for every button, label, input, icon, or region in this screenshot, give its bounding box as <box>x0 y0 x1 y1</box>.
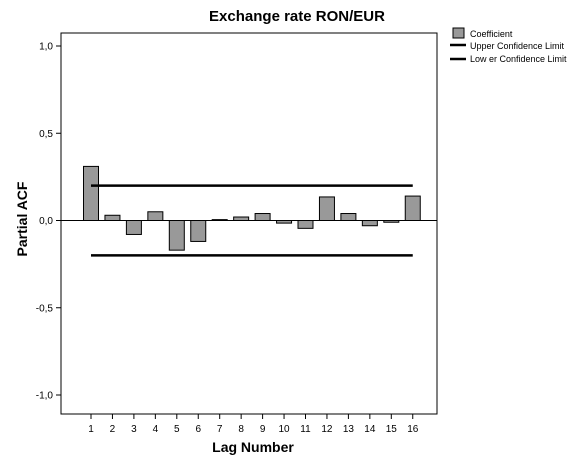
y-tick-label: -1,0 <box>36 391 54 402</box>
legend-label-upper-limit: Upper Confidence Limit <box>470 41 565 51</box>
bar-lag-2 <box>104 214 121 221</box>
bar-lag-13 <box>340 213 357 222</box>
x-tick-label: 5 <box>174 424 180 435</box>
bar-lag-4 <box>147 211 164 221</box>
bar-lag-3 <box>125 220 142 235</box>
legend-swatch-coefficient <box>452 27 465 39</box>
x-tick-label: 10 <box>278 424 290 435</box>
x-tick-label: 12 <box>321 424 333 435</box>
plot-area: 1,00,50,0-0,5-1,01 2 3 4 5 6 7 8 9 10 11 12 13 14 15 16 <box>36 32 438 435</box>
bar-lag-6 <box>190 220 207 242</box>
x-tick-label: 4 <box>153 424 159 435</box>
legend: Coefficient Upper Confidence Limit Low e… <box>450 27 567 64</box>
y-tick-label: 0,5 <box>39 129 53 140</box>
x-tick-label: 6 <box>195 424 201 435</box>
legend-label-lower-limit: Low er Confidence Limit <box>470 54 567 64</box>
plot-frame <box>60 32 438 415</box>
x-axis-label: Lag Number <box>212 439 294 455</box>
bar-lag-16 <box>404 195 421 222</box>
bar-lag-12 <box>318 196 335 222</box>
x-tick-label: 2 <box>110 424 116 435</box>
x-tick-label: 11 <box>300 424 311 435</box>
x-tick-label: 15 <box>386 424 398 435</box>
y-tick-label: 0,0 <box>39 216 53 227</box>
x-tick-label: 3 <box>131 424 137 435</box>
bar-lag-5 <box>168 220 185 251</box>
bar-lag-10 <box>276 220 293 224</box>
x-tick-label: 1 <box>88 424 94 435</box>
x-tick-label: 14 <box>364 424 376 435</box>
x-tick-label: 7 <box>217 424 223 435</box>
bar-lag-11 <box>297 220 314 229</box>
x-tick-label: 13 <box>343 424 355 435</box>
y-axis-label: Partial ACF <box>14 181 30 256</box>
legend-label-coefficient: Coefficient <box>470 29 513 39</box>
chart-title: Exchange rate RON/EUR <box>209 8 385 25</box>
x-tick-label: 8 <box>238 424 244 435</box>
bar-lag-8 <box>233 216 250 221</box>
bar-lag-1 <box>83 165 99 221</box>
y-tick-label: 1,0 <box>39 42 53 53</box>
x-tick-label: 9 <box>260 424 266 435</box>
bar-lag-7 <box>211 219 228 222</box>
bar-lag-14 <box>361 220 378 227</box>
bar-lag-15 <box>383 220 400 223</box>
y-tick-label: -0,5 <box>36 303 54 314</box>
x-tick-label: 16 <box>407 424 419 435</box>
bar-lag-9 <box>254 213 271 222</box>
